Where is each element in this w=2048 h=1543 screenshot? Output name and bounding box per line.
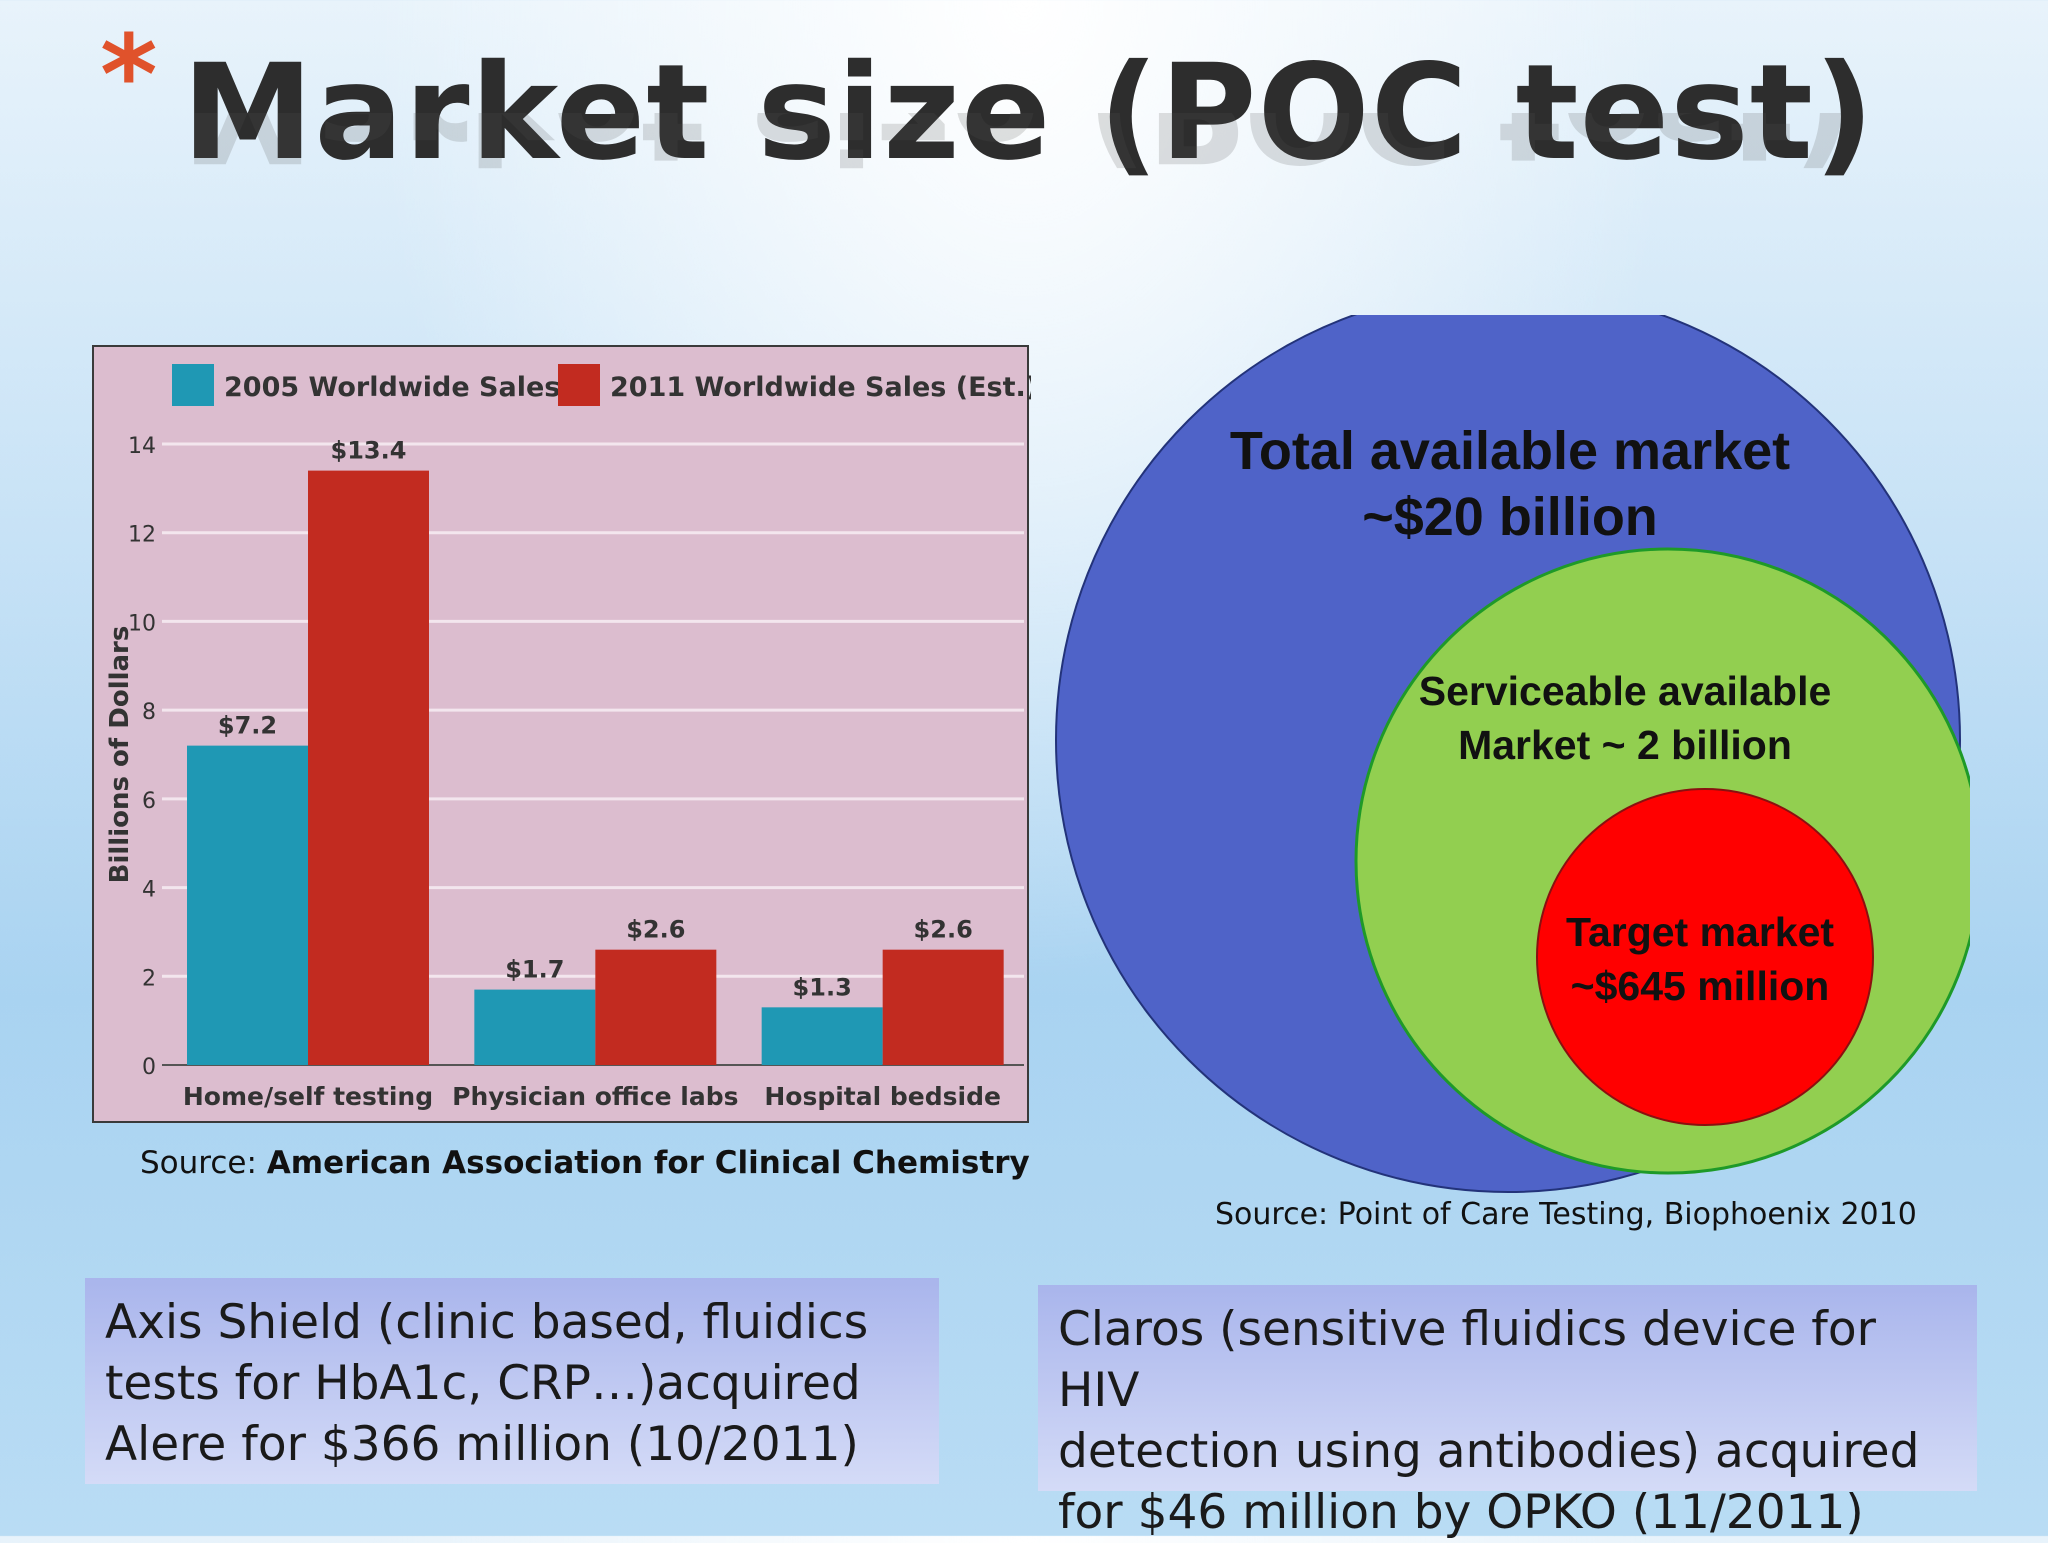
y-tick-label: 2 [142, 966, 156, 991]
market-circles [1055, 315, 1970, 1193]
tam-label: Total available market ~$20 billion [1160, 418, 1860, 550]
slide-title-reflection: Market size (POC test) [182, 113, 1853, 188]
bar [474, 989, 596, 1065]
slide-title: Market size (POC test) [182, 36, 1876, 190]
bar [308, 470, 429, 1066]
y-tick-label: 6 [142, 789, 156, 814]
sam-value: Market ~ 2 billion [1458, 722, 1792, 768]
target-circle [1536, 788, 1874, 1126]
bar-value-label: $2.6 [914, 916, 973, 944]
bar-value-label: $1.3 [793, 973, 852, 1001]
sam-label: Serviceable available Market ~ 2 billion [1345, 664, 1905, 772]
y-axis-label: Billions of Dollars [105, 626, 135, 884]
note-left-line: tests for HbA1c, CRP…)acquired [105, 1356, 861, 1411]
bar-value-label: $2.6 [626, 916, 685, 944]
bar [595, 949, 717, 1065]
tam-value: ~$20 billion [1362, 487, 1658, 547]
note-left-line: Alere for $366 million (10/2011) [105, 1417, 859, 1472]
x-category-label: Home/self testing [183, 1082, 433, 1111]
y-tick-label: 12 [128, 523, 156, 548]
chart-source: Source: American Association for Clinica… [140, 1145, 1030, 1181]
tam-title: Total available market [1229, 421, 1791, 481]
bar-value-label: $13.4 [331, 437, 407, 465]
bar-value-label: $7.2 [218, 712, 277, 740]
target-label: Target market ~$645 million [1500, 905, 1900, 1013]
note-right-line: Claros (sensitive fluidics device for HI… [1058, 1302, 1876, 1418]
legend-label: 2011 Worldwide Sales (Est.) [610, 372, 1031, 403]
target-value: ~$645 million [1570, 963, 1830, 1009]
bar [187, 745, 308, 1065]
bar-chart-panel: 0 2 4 6 8 10 12 14 Billions of Dollars $7.2 $13.4 H… [92, 345, 1031, 1123]
title-asterisk: * [100, 11, 158, 139]
x-category-label: Physician office labs [452, 1082, 738, 1111]
bar-value-label: $1.7 [505, 956, 564, 984]
x-category-label: Hospital bedside [764, 1082, 1001, 1111]
note-right-line: detection using antibodies) acquired [1058, 1424, 1920, 1479]
note-claros: Claros (sensitive fluidics device for HI… [1038, 1285, 1977, 1540]
sam-title: Serviceable available [1418, 668, 1832, 714]
note-axis-shield: Axis Shield (clinic based, fluidics test… [85, 1278, 939, 1484]
y-tick-label: 10 [128, 611, 156, 636]
y-tick-label: 0 [142, 1055, 156, 1080]
legend-label: 2005 Worldwide Sales [224, 372, 560, 403]
circles-source: Source: Point of Care Testing, Biophoeni… [1215, 1197, 1917, 1232]
y-tick-label: 14 [128, 434, 156, 459]
note-left-line: Axis Shield (clinic based, fluidics [105, 1295, 869, 1350]
legend-swatch [558, 364, 600, 406]
bar-chart: 0 2 4 6 8 10 12 14 Billions of Dollars $7.2 $13.4 H… [105, 364, 1031, 1111]
note-right-line: for $46 million by OPKO (11/2011) [1058, 1485, 1864, 1540]
chart-source-name: American Association for Clinical Chemis… [266, 1145, 1030, 1181]
bar [882, 949, 1004, 1065]
y-tick-label: 4 [142, 878, 156, 903]
y-tick-label: 8 [142, 700, 156, 725]
bar [761, 1007, 883, 1065]
target-title: Target market [1565, 909, 1835, 955]
title-area: * Market size (POC test) Market size (PO… [100, 11, 1874, 220]
chart-source-prefix: Source: [140, 1145, 267, 1181]
legend-swatch [172, 364, 214, 406]
